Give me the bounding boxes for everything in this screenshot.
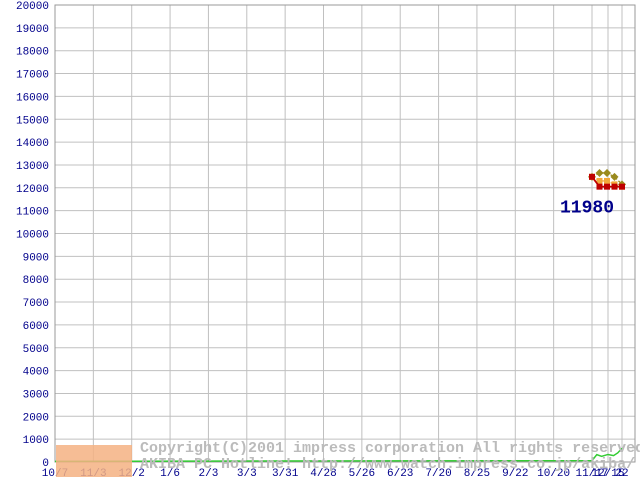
svg-text:11000: 11000	[16, 207, 49, 219]
svg-text:16000: 16000	[16, 92, 49, 104]
svg-text:10000: 10000	[16, 230, 49, 242]
svg-text:4000: 4000	[23, 367, 49, 379]
y-axis-labels-group: 0100020003000400050006000700080009000100…	[16, 1, 49, 470]
watermark-line1: Copyright(C)2001 impress corporation All…	[140, 440, 640, 457]
svg-text:14000: 14000	[16, 138, 49, 150]
akiba-logo-box	[56, 445, 132, 477]
svg-text:12000: 12000	[16, 184, 49, 196]
svg-text:15000: 15000	[16, 115, 49, 127]
svg-text:1000: 1000	[23, 435, 49, 447]
svg-text:5000: 5000	[23, 344, 49, 356]
svg-text:19000: 19000	[16, 24, 49, 36]
price-history-chart: 0 1000 2000 3000 4000 5000 6000 7000 8000 9000 100…	[0, 0, 640, 480]
svg-text:7000: 7000	[23, 298, 49, 310]
svg-text:6000: 6000	[23, 321, 49, 333]
svg-text:17000: 17000	[16, 70, 49, 82]
data-series-group	[55, 169, 626, 461]
svg-text:13000: 13000	[16, 161, 49, 173]
svg-text:2000: 2000	[23, 412, 49, 424]
chart-svg: 0100020003000400050006000700080009000100…	[0, 0, 640, 480]
svg-text:3000: 3000	[23, 389, 49, 401]
svg-text:18000: 18000	[16, 47, 49, 59]
svg-text:20000: 20000	[16, 1, 49, 13]
gridlines-group	[55, 5, 635, 462]
final-value-label: 11980	[560, 199, 614, 219]
svg-text:9000: 9000	[23, 252, 49, 264]
svg-text:8000: 8000	[23, 275, 49, 287]
watermark-line2: AKIBA PC Hotline! http://www.watch.impre…	[140, 456, 635, 473]
